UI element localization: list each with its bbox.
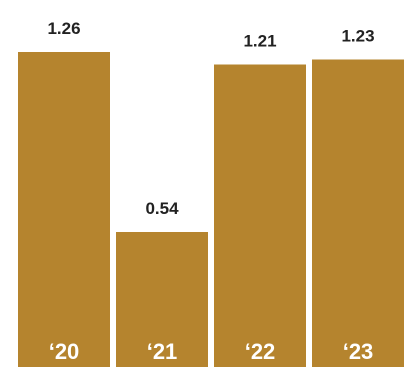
bar-3	[312, 59, 404, 367]
bar-1	[116, 232, 208, 367]
category-labels-group: ‘20 ‘21 ‘22 ‘23	[49, 339, 374, 364]
category-label-3: ‘23	[343, 339, 374, 364]
bar-0	[18, 52, 110, 367]
bars-group	[18, 52, 404, 367]
category-label-1: ‘21	[147, 339, 178, 364]
value-label-3: 1.23	[341, 27, 374, 46]
bar-2	[214, 64, 306, 367]
value-label-0: 1.26	[47, 19, 80, 38]
value-label-2: 1.21	[243, 32, 276, 51]
category-label-2: ‘22	[245, 339, 276, 364]
value-label-1: 0.54	[145, 199, 179, 218]
value-labels-group: 1.26 0.54 1.21 1.23	[47, 19, 374, 218]
category-label-0: ‘20	[49, 339, 80, 364]
